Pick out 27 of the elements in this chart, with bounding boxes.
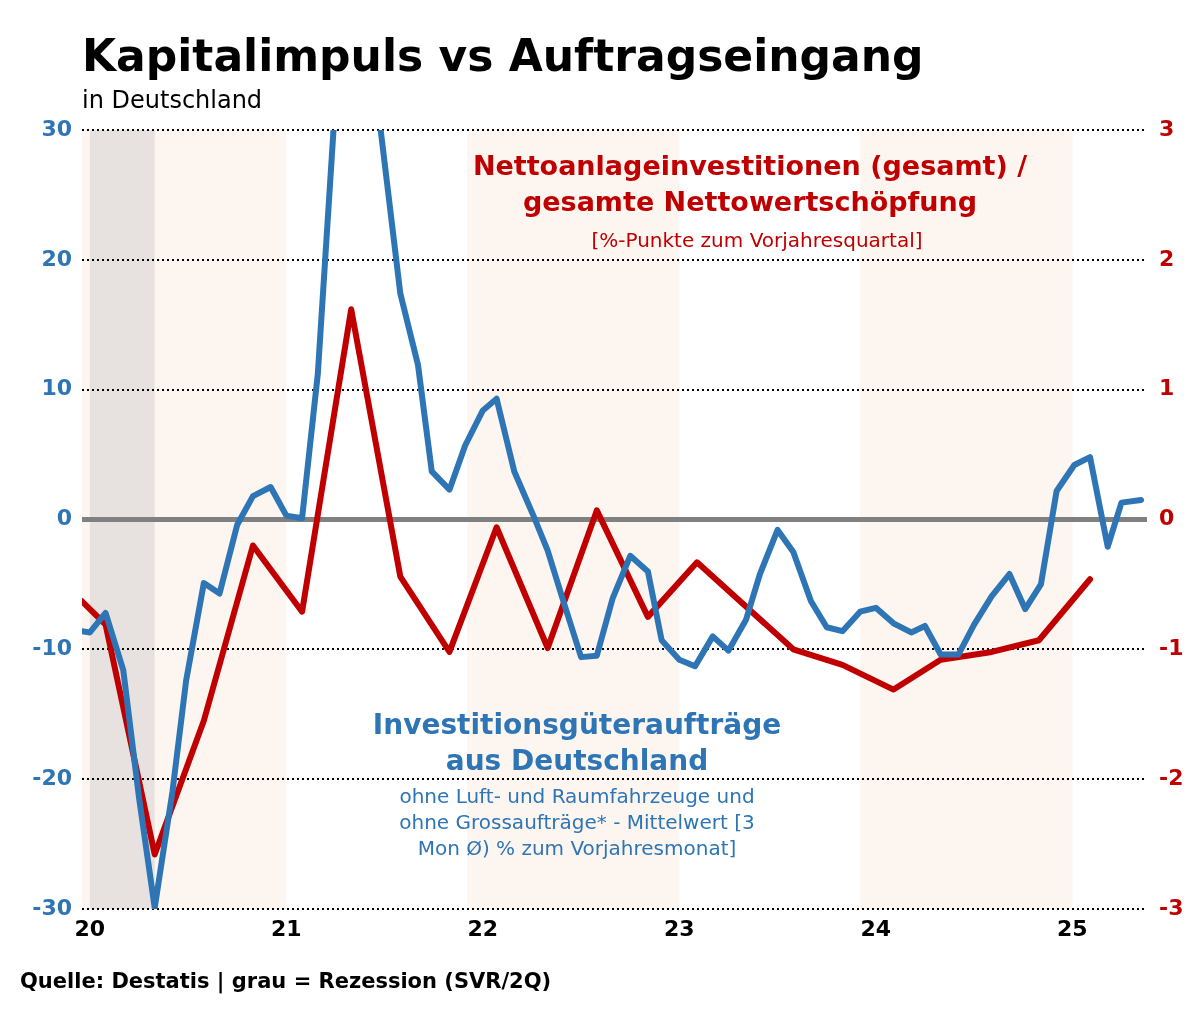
y-tick-label: 10 [41,375,72,401]
annotation: ohne Luft- und Raumfahrzeuge und ohne Grossaufträge* - Mittelwert [3 Mon Ø) % zum Vorjahresmonat] [398,783,756,861]
chart-title: Kapitalimpuls vs Auftragseingang [82,30,924,81]
x-tick-label: 25 [1057,915,1088,941]
y-tick-label: -30 [32,894,72,920]
x-tick-label: 23 [664,915,695,941]
x-tick-label: 22 [467,915,499,941]
source-note: Quelle: Destatis | grau = Rezession (SVR/2Q) [20,969,552,993]
y2-tick-label: 1 [1159,375,1175,401]
y2-tick-label: -3 [1159,894,1184,920]
x-tick-label: 21 [271,915,302,941]
y2-tick-label: -2 [1159,764,1184,790]
y2-tick-label: 2 [1159,245,1175,271]
y-tick-label: 20 [41,245,72,271]
x-tick-label: 20 [74,915,106,941]
y-tick-label: 30 [41,115,72,141]
y2-tick-label: 3 [1159,115,1175,141]
text: Nettoanlageinvestitionen (gesamt) / gesamte Nettowertschöpfung [471,149,1029,219]
chart-subtitle: in Deutschland [82,86,263,114]
annotation: [%-Punkte zum Vorjahresquartal] [590,228,924,252]
y2-tick-label: 0 [1159,505,1175,531]
y-tick-label: 0 [56,505,72,531]
y2-tick-label: -1 [1159,635,1184,661]
y-tick-label: -20 [32,764,72,790]
text: Investitionsgüteraufträge aus Deutschland [371,707,783,779]
x-tick-label: 24 [860,915,892,941]
y-tick-label: -10 [32,635,72,661]
